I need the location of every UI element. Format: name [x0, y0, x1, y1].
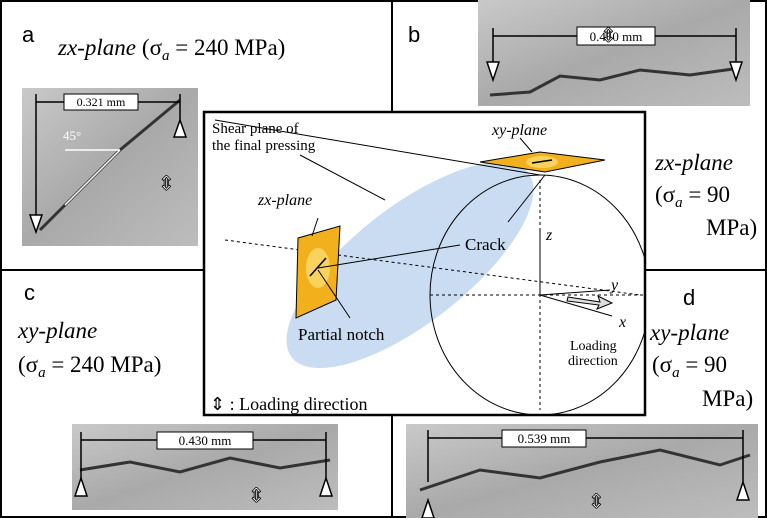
panel-caption: xy-plane	[649, 320, 729, 345]
panel-caption: (σa = 90	[655, 182, 730, 211]
scale-label: 0.539 mm	[518, 431, 571, 446]
axis-label: x	[618, 314, 626, 331]
schematic-legend: ⇕ : Loading direction	[210, 394, 368, 414]
schematic-label: zx-plane	[257, 192, 312, 209]
panel-caption: MPa)	[702, 386, 753, 411]
panel-caption: xy-plane	[17, 318, 97, 343]
svg-text:⇕: ⇕	[158, 173, 175, 195]
micrograph-b	[478, 0, 750, 106]
panel-label: d	[683, 285, 695, 310]
panel-label: a	[22, 22, 35, 47]
svg-text:⇕: ⇕	[600, 25, 617, 47]
page: {"panels": [ {"label": "a", "plane": "zx…	[0, 0, 767, 518]
panel-label: c	[24, 280, 35, 305]
axis-label: z	[545, 227, 553, 244]
panel-label: b	[408, 22, 420, 47]
svg-text:⇕: ⇕	[248, 485, 265, 507]
schematic-label: the final pressing	[212, 138, 316, 154]
panel-caption: MPa)	[706, 215, 757, 240]
schematic-label: direction	[568, 354, 618, 369]
scale-label: 0.321 mm	[77, 95, 126, 109]
panel-caption: zx-plane	[654, 150, 733, 175]
schematic-label: xy-plane	[491, 122, 547, 139]
svg-text:⇕: ⇕	[588, 491, 605, 513]
panel-caption: (σa = 90	[652, 352, 727, 381]
schematic-label: Partial notch	[298, 325, 385, 344]
panel-caption: (σa = 240 MPa)	[18, 352, 161, 381]
panel-caption: zx-plane(σa = 240 MPa)	[57, 35, 285, 64]
angle-label: 45°	[63, 128, 81, 143]
axis-label: y	[609, 277, 619, 294]
figure: 0.321 mm 0.450 mm 0.430 mm 0.539 mm 45° …	[0, 0, 767, 518]
schematic-label: Shear plane of	[212, 121, 299, 137]
schematic-label: Loading	[570, 339, 617, 354]
scale-label: 0.430 mm	[179, 433, 232, 448]
schematic-label: Crack	[465, 235, 506, 254]
